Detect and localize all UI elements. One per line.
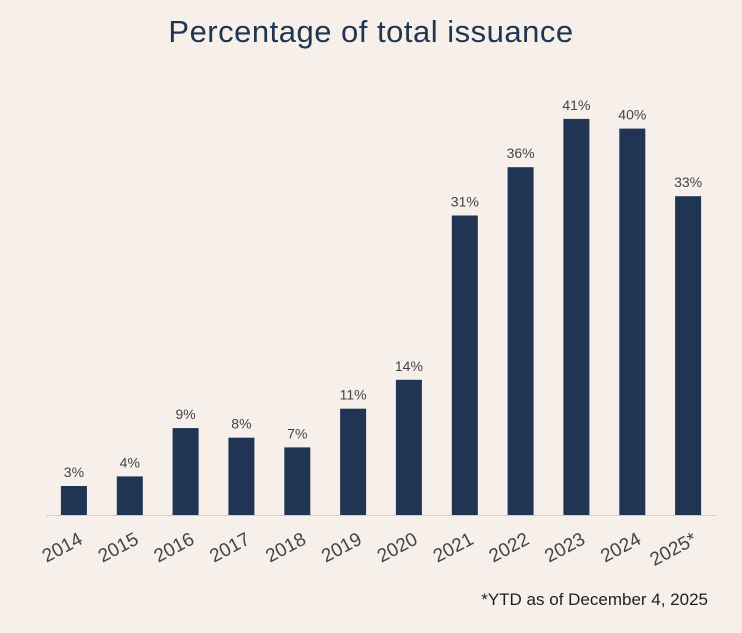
value-label-2017: 8% xyxy=(231,416,251,432)
tick-label-2020: 2020 xyxy=(374,529,421,567)
tick-label-2016: 2016 xyxy=(151,529,198,567)
tick-label-2014: 2014 xyxy=(39,529,87,568)
tick-label-2024: 2024 xyxy=(597,529,645,568)
tick-label-2019: 2019 xyxy=(318,529,365,567)
value-label-2014: 3% xyxy=(64,464,84,480)
tick-label-2021: 2021 xyxy=(430,529,477,567)
footnote: *YTD as of December 4, 2025 xyxy=(481,590,708,609)
tick-labels-group: 2014 2015 2016 2017 2018 2019 2020 2021 2022 2023… xyxy=(39,529,701,571)
value-label-2025: 33% xyxy=(674,174,702,190)
bar-2018 xyxy=(284,447,311,515)
bar-2014 xyxy=(60,486,87,515)
bar-2021 xyxy=(451,215,478,515)
bar-2015 xyxy=(116,476,143,515)
tick-label-2018: 2018 xyxy=(262,529,309,567)
value-label-2024: 40% xyxy=(618,107,646,123)
value-label-2022: 36% xyxy=(507,145,535,161)
bar-2020 xyxy=(395,379,422,515)
value-label-2020: 14% xyxy=(395,358,423,374)
bar-2025 xyxy=(675,196,702,515)
tick-label-2015: 2015 xyxy=(95,529,142,567)
bar-2016 xyxy=(172,428,199,515)
tick-label-2022: 2022 xyxy=(486,529,533,567)
value-label-2021: 31% xyxy=(451,194,479,210)
bars-group xyxy=(60,118,702,516)
value-label-2019: 11% xyxy=(340,387,367,403)
bar-2024 xyxy=(619,128,646,515)
bar-2019 xyxy=(340,408,367,515)
value-label-2018: 7% xyxy=(287,425,307,441)
tick-label-2017: 2017 xyxy=(207,529,254,567)
bar-2023 xyxy=(563,118,590,516)
value-label-2015: 4% xyxy=(120,454,140,470)
value-label-2016: 9% xyxy=(175,406,195,422)
chart-title: Percentage of total issuance xyxy=(168,14,574,49)
tick-label-2025: 2025* xyxy=(647,529,701,571)
value-label-2023: 41% xyxy=(562,97,590,113)
tick-label-2023: 2023 xyxy=(542,529,589,567)
value-labels-group: 3% 4% 9% 8% 7% 11% 14% 31% 36% 41% 40% 33% xyxy=(64,97,702,480)
bar-2022 xyxy=(507,167,534,515)
bar-2017 xyxy=(228,437,255,515)
